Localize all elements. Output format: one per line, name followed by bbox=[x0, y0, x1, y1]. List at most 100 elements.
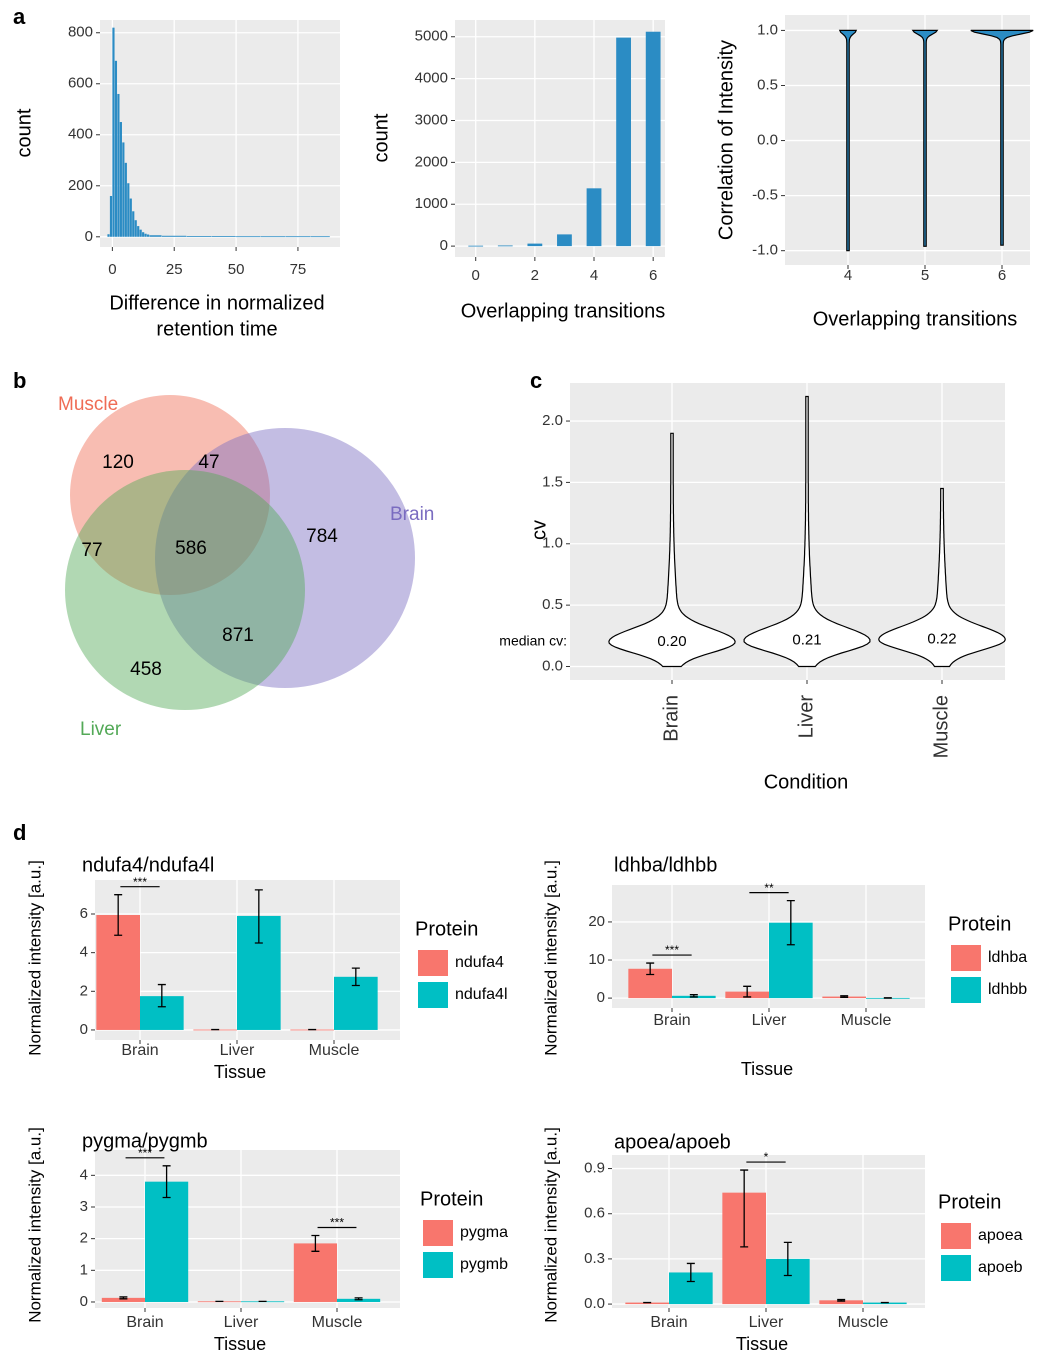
legend-key bbox=[951, 977, 981, 1003]
y-tick-label: 0 bbox=[80, 1293, 88, 1310]
significance-label: *** bbox=[665, 943, 679, 957]
legend-label: ldhba bbox=[988, 949, 1027, 966]
error-bar bbox=[743, 985, 752, 998]
median-label: 0.22 bbox=[927, 630, 956, 647]
error-bar bbox=[689, 994, 698, 998]
histogram-bar bbox=[310, 236, 330, 238]
legend-title: Protein bbox=[938, 1191, 1001, 1213]
legend-key bbox=[418, 950, 448, 976]
y-tick-label: -1.0 bbox=[752, 242, 778, 259]
legend-key bbox=[941, 1255, 971, 1281]
y-tick-label: 0 bbox=[440, 237, 448, 254]
venn-circle bbox=[155, 428, 415, 688]
significance-label: ** bbox=[764, 881, 774, 895]
violin bbox=[838, 29, 858, 252]
legend-title: Protein bbox=[948, 913, 1011, 935]
x-tick-label: Brain bbox=[121, 1042, 158, 1059]
histogram-bar bbox=[114, 60, 118, 237]
bar bbox=[497, 245, 513, 247]
y-tick-label: 2000 bbox=[415, 153, 448, 170]
y-axis-label: Normalized intensity [a.u.] bbox=[541, 860, 560, 1056]
error-bar bbox=[646, 962, 655, 976]
x-tick-label: Brain bbox=[650, 1314, 687, 1331]
y-axis-label: Normalized intensity [a.u.] bbox=[25, 1127, 44, 1323]
y-tick-label: 600 bbox=[68, 75, 93, 92]
x-tick-label: Liver bbox=[220, 1042, 255, 1059]
significance-label: * bbox=[764, 1150, 769, 1164]
violin bbox=[878, 487, 1006, 668]
histogram-bar bbox=[260, 236, 286, 238]
histogram-bar bbox=[285, 236, 311, 238]
y-tick-label: 20 bbox=[588, 913, 605, 930]
error-bar bbox=[254, 889, 263, 944]
y-tick-label: -0.5 bbox=[752, 187, 778, 204]
violin bbox=[911, 29, 939, 247]
y-tick-label: 400 bbox=[68, 126, 93, 143]
y-tick-label: 0.9 bbox=[584, 1160, 605, 1177]
x-tick-label: 4 bbox=[590, 267, 598, 284]
legend-key bbox=[423, 1220, 453, 1246]
region-count: 47 bbox=[198, 452, 219, 473]
y-tick-label: 0.3 bbox=[584, 1250, 605, 1267]
x-tick-label: Brain bbox=[660, 695, 682, 742]
error-bar bbox=[157, 983, 166, 1008]
legend-label: ldhbb bbox=[988, 981, 1027, 998]
median-label: 0.20 bbox=[657, 633, 686, 650]
x-tick-label: Muscle bbox=[841, 1012, 892, 1029]
x-axis-label: Tissue bbox=[736, 1334, 788, 1354]
x-tick-label: 4 bbox=[844, 267, 852, 284]
x-tick-label: Brain bbox=[126, 1314, 163, 1331]
histogram-bar bbox=[107, 234, 110, 237]
panel-label: c bbox=[530, 368, 542, 393]
y-tick-label: 2 bbox=[80, 1230, 88, 1247]
bar bbox=[468, 245, 484, 247]
y-tick-label: 1.5 bbox=[542, 473, 563, 490]
y-tick-label: 0 bbox=[597, 989, 605, 1006]
y-axis-label: count bbox=[370, 113, 392, 162]
bar bbox=[616, 37, 631, 247]
y-tick-label: 800 bbox=[68, 24, 93, 41]
y-tick-label: 2.0 bbox=[542, 412, 563, 429]
bar bbox=[145, 1181, 189, 1302]
error-bar bbox=[351, 967, 360, 987]
panel-label: d bbox=[13, 820, 26, 845]
x-tick-label: 0 bbox=[108, 261, 116, 278]
region-count: 784 bbox=[306, 526, 338, 547]
histogram-bar bbox=[127, 183, 130, 237]
x-tick-label: 75 bbox=[290, 261, 307, 278]
set-label: Brain bbox=[390, 504, 434, 525]
legend-title: Protein bbox=[415, 918, 478, 940]
histogram-bar bbox=[122, 142, 125, 237]
bar bbox=[586, 188, 602, 247]
legend-label: apoeb bbox=[978, 1259, 1023, 1276]
region-count: 871 bbox=[222, 625, 254, 646]
legend-label: ndufa4l bbox=[455, 986, 508, 1003]
set-label: Liver bbox=[80, 719, 122, 740]
y-tick-label: 1000 bbox=[415, 195, 448, 212]
panel-background bbox=[95, 1150, 400, 1308]
venn-circle bbox=[65, 470, 305, 710]
region-count: 458 bbox=[130, 659, 162, 680]
y-tick-label: 0.0 bbox=[757, 132, 778, 149]
y-tick-label: 6 bbox=[80, 905, 88, 922]
x-axis-label: Overlapping transitions bbox=[461, 300, 666, 322]
violin bbox=[743, 395, 871, 668]
median-label: 0.21 bbox=[792, 632, 821, 649]
y-axis-label: cv bbox=[528, 520, 550, 540]
y-tick-label: 4 bbox=[80, 944, 88, 961]
x-axis-label: Tissue bbox=[214, 1062, 266, 1082]
histogram-bar bbox=[149, 235, 162, 237]
x-tick-label: 50 bbox=[228, 261, 245, 278]
chart-title: apoea/apoeb bbox=[614, 1131, 731, 1153]
x-axis-label: Tissue bbox=[214, 1334, 266, 1354]
histogram-bar bbox=[142, 232, 145, 237]
x-tick-label: 6 bbox=[998, 267, 1006, 284]
histogram-bar bbox=[109, 195, 113, 237]
y-tick-label: 200 bbox=[68, 177, 93, 194]
x-tick-label: 6 bbox=[649, 267, 657, 284]
histogram-bar bbox=[236, 236, 261, 238]
y-tick-label: 2 bbox=[80, 982, 88, 999]
legend-key bbox=[941, 1223, 971, 1249]
bar bbox=[625, 1302, 669, 1305]
